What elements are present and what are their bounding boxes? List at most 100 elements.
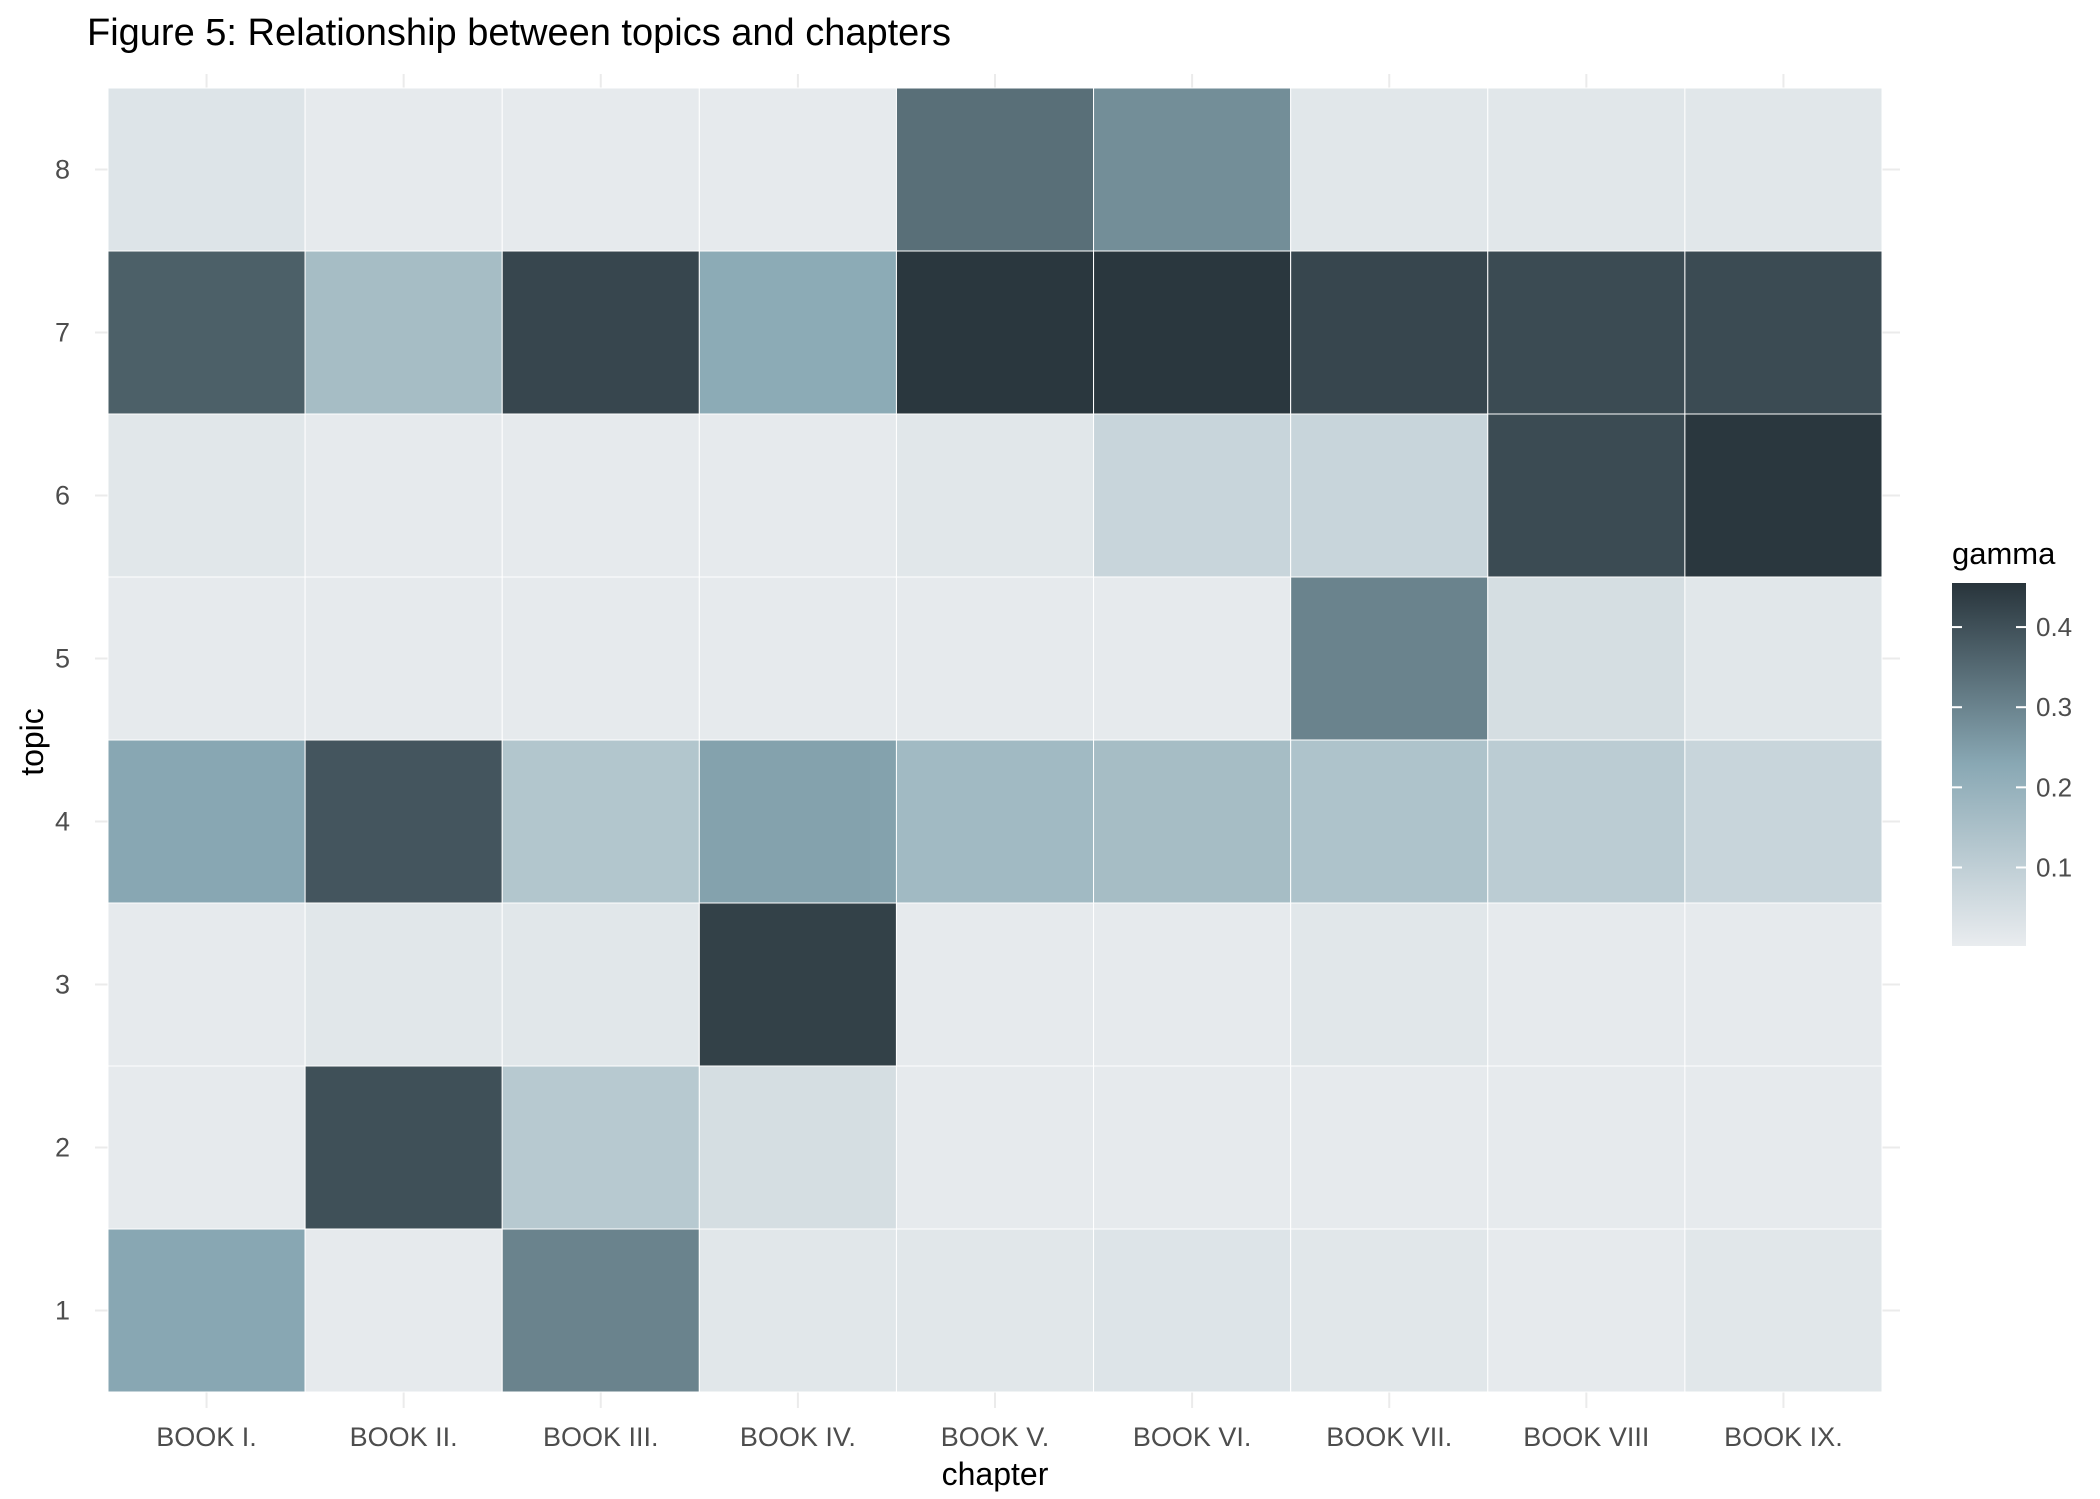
heatmap-cell [698, 576, 897, 741]
y-tick-label: 6 [55, 481, 70, 511]
heatmap-cell [1684, 1065, 1883, 1230]
heatmap-cell [1093, 1228, 1292, 1393]
heatmap-cell [107, 902, 306, 1067]
chart-title: Figure 5: Relationship between topics an… [87, 12, 951, 54]
heatmap-cell [1290, 87, 1489, 252]
x-axis-title: chapter [942, 1456, 1049, 1492]
heatmap-cell [1290, 250, 1489, 415]
heatmap-cell [698, 739, 897, 904]
heatmap-cell [1093, 250, 1292, 415]
legend-colorbar [1952, 583, 2026, 946]
legend-tick-label: 0.1 [2036, 852, 2072, 882]
heatmap-cell [1684, 250, 1883, 415]
legend: gamma 0.1 0.2 0.3 0.4 [1952, 536, 2072, 946]
heatmap-cell [1093, 902, 1292, 1067]
heatmap-cell [107, 1228, 306, 1393]
heatmap-cell [1487, 1228, 1686, 1393]
y-tick-label: 5 [55, 644, 70, 674]
heatmap-cell [1487, 739, 1686, 904]
y-axis-ticks: 1 2 3 4 5 6 7 8 [55, 155, 70, 1326]
heatmap-cell [107, 576, 306, 741]
y-axis-title: topic [14, 708, 50, 776]
heatmap-cell [1290, 902, 1489, 1067]
x-tick-label: BOOK II. [350, 1422, 458, 1452]
x-tick-label: BOOK VIII [1523, 1422, 1649, 1452]
heatmap-cell [895, 1228, 1095, 1393]
x-tick-label: BOOK VI. [1133, 1422, 1252, 1452]
heatmap-cell [1093, 413, 1292, 578]
heatmap-cell [1290, 739, 1489, 904]
x-axis-ticks: BOOK I. BOOK II. BOOK III. BOOK IV. BOOK V. B… [156, 1422, 1842, 1452]
legend-tick-label: 0.4 [2036, 612, 2072, 642]
heatmap-cell [501, 739, 700, 904]
heatmap-cell [1684, 739, 1883, 904]
x-tick-label: BOOK IV. [740, 1422, 856, 1452]
legend-ticks: 0.1 0.2 0.3 0.4 [1952, 612, 2072, 882]
x-tick-label: BOOK IX. [1724, 1422, 1843, 1452]
y-tick-label: 4 [55, 807, 70, 837]
heatmap-cell [1093, 87, 1292, 252]
heatmap-cell [1684, 87, 1883, 252]
heatmap-cell [501, 250, 700, 415]
heatmap-cell [1093, 576, 1292, 741]
heatmap-cell [304, 739, 503, 904]
heatmap-cell [501, 87, 700, 252]
heatmap-cell [1290, 576, 1489, 741]
heatmap-cell [304, 87, 503, 252]
heatmap-cell [501, 576, 700, 741]
heatmap-cell [698, 87, 897, 252]
legend-tick-label: 0.2 [2036, 772, 2072, 802]
heatmap-cell [107, 1065, 306, 1230]
heatmap-cell [1093, 1065, 1292, 1230]
heatmap-cell [1684, 413, 1883, 578]
y-tick-label: 3 [55, 970, 70, 1000]
x-tick-label: BOOK III. [543, 1422, 659, 1452]
heatmap-cell [1487, 413, 1686, 578]
heatmap-cell [895, 87, 1095, 252]
heatmap-cell [1487, 902, 1686, 1067]
heatmap-cell [1487, 576, 1686, 741]
heatmap-cell [304, 1228, 503, 1393]
y-tick-label: 7 [55, 318, 70, 348]
heatmap-cell [698, 250, 897, 415]
heatmap-cell [895, 1065, 1095, 1230]
heatmap-cell [1093, 739, 1292, 904]
heatmap-cell [304, 413, 503, 578]
heatmap-cell [1487, 250, 1686, 415]
heatmap-cell [107, 739, 306, 904]
heatmap-cell [698, 413, 897, 578]
heatmap-cell [1684, 576, 1883, 741]
heatmap-cell [895, 413, 1095, 578]
heatmap-cell [107, 250, 306, 415]
heatmap-cell [698, 1228, 897, 1393]
heatmap-cell [698, 1065, 897, 1230]
heatmap-cell [895, 739, 1095, 904]
heatmap-cell [895, 250, 1095, 415]
heatmap-cell [304, 1065, 503, 1230]
heatmap-cell [1684, 902, 1883, 1067]
x-tick-label: BOOK VII. [1326, 1422, 1452, 1452]
heatmap-cell [501, 902, 700, 1067]
heatmap-cell [107, 413, 306, 578]
heatmap-cell [895, 576, 1095, 741]
heatmap-cell [1290, 1065, 1489, 1230]
heatmap-cell [304, 250, 503, 415]
heatmap-cell [1290, 413, 1489, 578]
heatmap-cell [107, 87, 306, 252]
heatmap-cell [501, 1065, 700, 1230]
heatmap-cell [1684, 1228, 1883, 1393]
x-tick-label: BOOK V. [941, 1422, 1050, 1452]
heatmap-cell [1290, 1228, 1489, 1393]
heatmap-cell [1487, 1065, 1686, 1230]
heatmap-cell [304, 576, 503, 741]
legend-tick-label: 0.3 [2036, 692, 2072, 722]
heatmap-cell [895, 902, 1095, 1067]
x-tick-label: BOOK I. [156, 1422, 257, 1452]
heatmap-cell [304, 902, 503, 1067]
y-tick-label: 1 [55, 1296, 70, 1326]
heatmap-cell [501, 1228, 700, 1393]
y-tick-label: 2 [55, 1133, 70, 1163]
heatmap-cell [1487, 87, 1686, 252]
legend-title: gamma [1952, 536, 2056, 571]
